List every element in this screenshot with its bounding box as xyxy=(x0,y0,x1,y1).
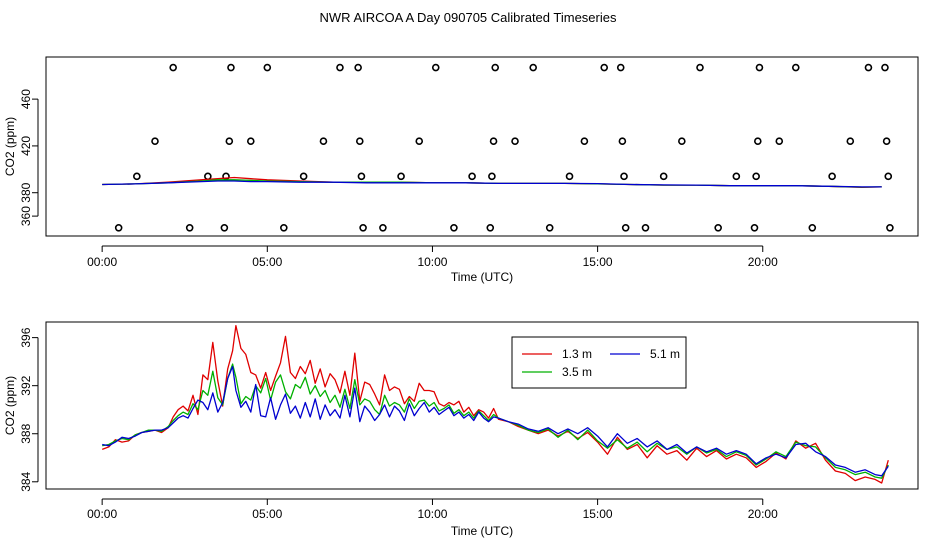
data-point xyxy=(565,172,574,181)
x-axis-title: Time (UTC) xyxy=(451,270,513,284)
y-axis-title: CO2 (ppm) xyxy=(3,117,17,176)
data-point xyxy=(336,63,344,72)
chart-title: NWR AIRCOA A Day 090705 Calibrated Times… xyxy=(320,10,617,25)
y-axis-title: CO2 (ppm) xyxy=(3,376,17,435)
data-point xyxy=(355,137,364,146)
data-point xyxy=(881,63,889,72)
data-point xyxy=(486,224,495,232)
legend-label: 1.3 m xyxy=(562,347,592,361)
y-tick-label: 392 xyxy=(19,375,33,395)
series-line-5-1-m xyxy=(102,180,882,188)
data-point xyxy=(379,224,387,232)
y-tick-label: 460 xyxy=(19,89,33,109)
plot-frame xyxy=(45,56,919,237)
bottom-panel: 00:00 05:00 10:00 15:00 20:00 384 388 392 396 Tim… xyxy=(3,321,919,538)
data-point xyxy=(511,137,519,146)
data-point xyxy=(754,137,762,146)
data-point xyxy=(846,137,855,146)
x-tick-label: 20:00 xyxy=(748,507,778,521)
data-point xyxy=(750,224,759,232)
data-point xyxy=(714,224,722,232)
data-point xyxy=(864,63,873,72)
data-point xyxy=(828,172,836,181)
x-tick-label: 05:00 xyxy=(252,255,282,269)
data-point xyxy=(808,224,817,232)
y-tick-label: 396 xyxy=(19,327,33,347)
data-point xyxy=(752,172,760,181)
data-point xyxy=(227,63,235,72)
data-point xyxy=(263,63,272,72)
data-point xyxy=(755,63,764,72)
data-point xyxy=(491,63,500,72)
data-point xyxy=(468,172,476,181)
x-tick-label: 05:00 xyxy=(252,507,282,521)
data-point xyxy=(225,137,234,146)
data-point xyxy=(185,224,194,232)
data-point xyxy=(775,137,784,146)
data-point xyxy=(488,172,496,181)
data-point xyxy=(886,224,894,232)
data-point xyxy=(696,63,704,72)
series-line-3-5-m xyxy=(102,363,889,479)
y-tick-label: 420 xyxy=(19,136,33,156)
data-point xyxy=(616,63,625,72)
legend-box xyxy=(511,336,687,389)
data-point xyxy=(169,63,177,72)
series-line-5-1-m xyxy=(102,365,889,477)
data-point xyxy=(246,137,255,146)
x-tick-label: 10:00 xyxy=(417,507,447,521)
data-point xyxy=(450,224,458,232)
data-point xyxy=(151,137,159,146)
x-tick-label: 15:00 xyxy=(583,255,613,269)
data-point xyxy=(882,137,891,146)
legend-label: 5.1 m xyxy=(650,347,680,361)
data-point xyxy=(489,137,498,146)
data-point xyxy=(641,224,650,232)
data-point xyxy=(354,63,362,72)
data-point xyxy=(621,224,630,232)
data-point xyxy=(620,172,628,181)
x-tick-label: 15:00 xyxy=(583,507,613,521)
data-point xyxy=(678,137,686,146)
data-point xyxy=(884,172,893,181)
data-point xyxy=(415,137,424,146)
legend-label: 3.5 m xyxy=(562,365,592,379)
data-point xyxy=(114,224,123,232)
data-point xyxy=(319,137,328,146)
top-panel: 00:00 05:00 10:00 15:00 20:00 360 380 420 460 Tim… xyxy=(3,56,919,284)
x-tick-label: 10:00 xyxy=(417,255,447,269)
data-point xyxy=(545,224,554,232)
data-point xyxy=(280,224,288,232)
data-point xyxy=(397,172,405,181)
x-tick-label: 00:00 xyxy=(87,255,117,269)
y-tick-label: 384 xyxy=(19,471,33,491)
data-point xyxy=(220,224,229,232)
y-tick-label: 360 xyxy=(19,206,33,226)
data-point xyxy=(732,172,741,181)
data-point xyxy=(529,63,537,72)
legend: 1.3 m 3.5 m 5.1 m xyxy=(511,336,687,389)
data-point xyxy=(618,137,627,146)
y-tick-label: 388 xyxy=(19,423,33,443)
data-point xyxy=(580,137,589,146)
data-point xyxy=(204,172,212,181)
data-point xyxy=(133,172,141,181)
x-tick-label: 00:00 xyxy=(87,507,117,521)
x-tick-label: 20:00 xyxy=(748,255,778,269)
x-axis-title: Time (UTC) xyxy=(451,524,513,538)
y-tick-label: 380 xyxy=(19,182,33,202)
data-point xyxy=(357,172,366,181)
data-point xyxy=(431,63,440,72)
data-point xyxy=(791,63,800,72)
data-point xyxy=(600,63,609,72)
plot-frame xyxy=(45,321,919,490)
data-point xyxy=(659,172,668,181)
series-line-1-3-m xyxy=(101,324,889,484)
data-point xyxy=(359,224,367,232)
data-point xyxy=(299,172,308,181)
